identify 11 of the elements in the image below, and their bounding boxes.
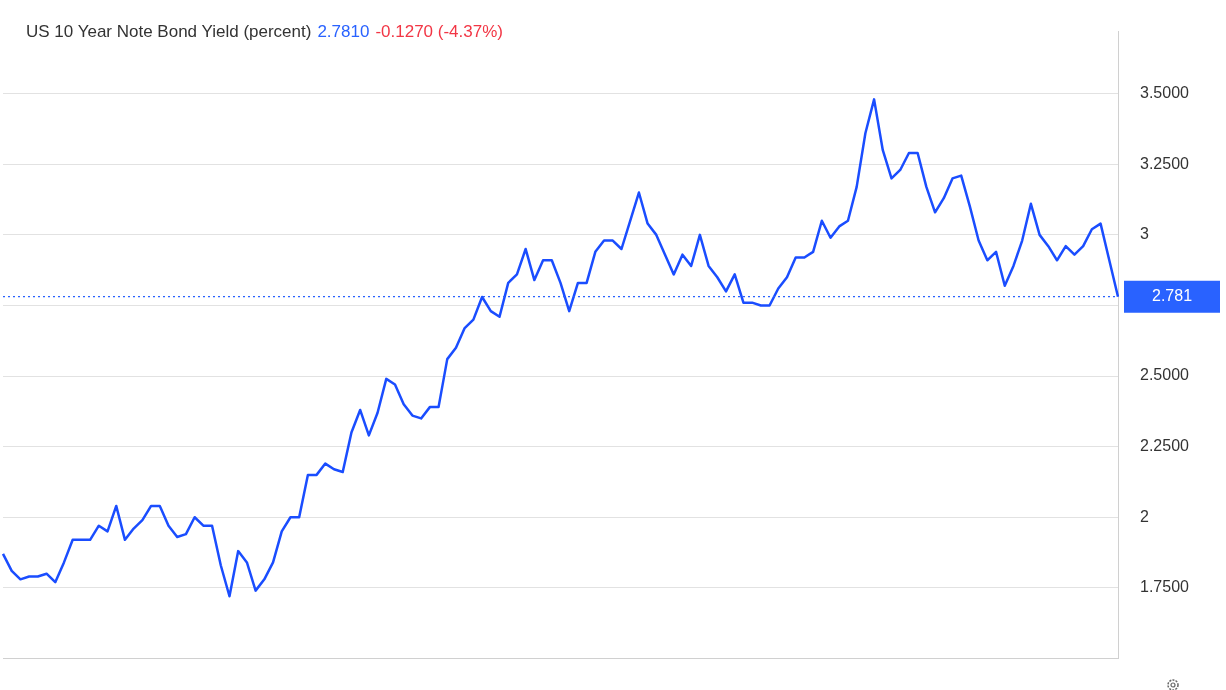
y-tick-label: 3.5000	[1140, 84, 1190, 102]
annotation: -0.1270 (-4.37%)	[375, 22, 503, 41]
y-tick-label: 1.7500	[1140, 578, 1190, 596]
y-tick-label: 2.5000	[1140, 366, 1190, 384]
annotation: 2.7810	[317, 22, 370, 41]
chart-title: US 10 Year Note Bond Yield (percent)	[26, 22, 312, 41]
y-tick-label: 2.2500	[1140, 437, 1190, 455]
y-tick-label: 2	[1140, 507, 1149, 525]
y-tick-label: 3	[1140, 225, 1149, 243]
y-tick-label: 3.2500	[1140, 154, 1190, 172]
ref-line-label: 2.781	[1151, 287, 1193, 305]
